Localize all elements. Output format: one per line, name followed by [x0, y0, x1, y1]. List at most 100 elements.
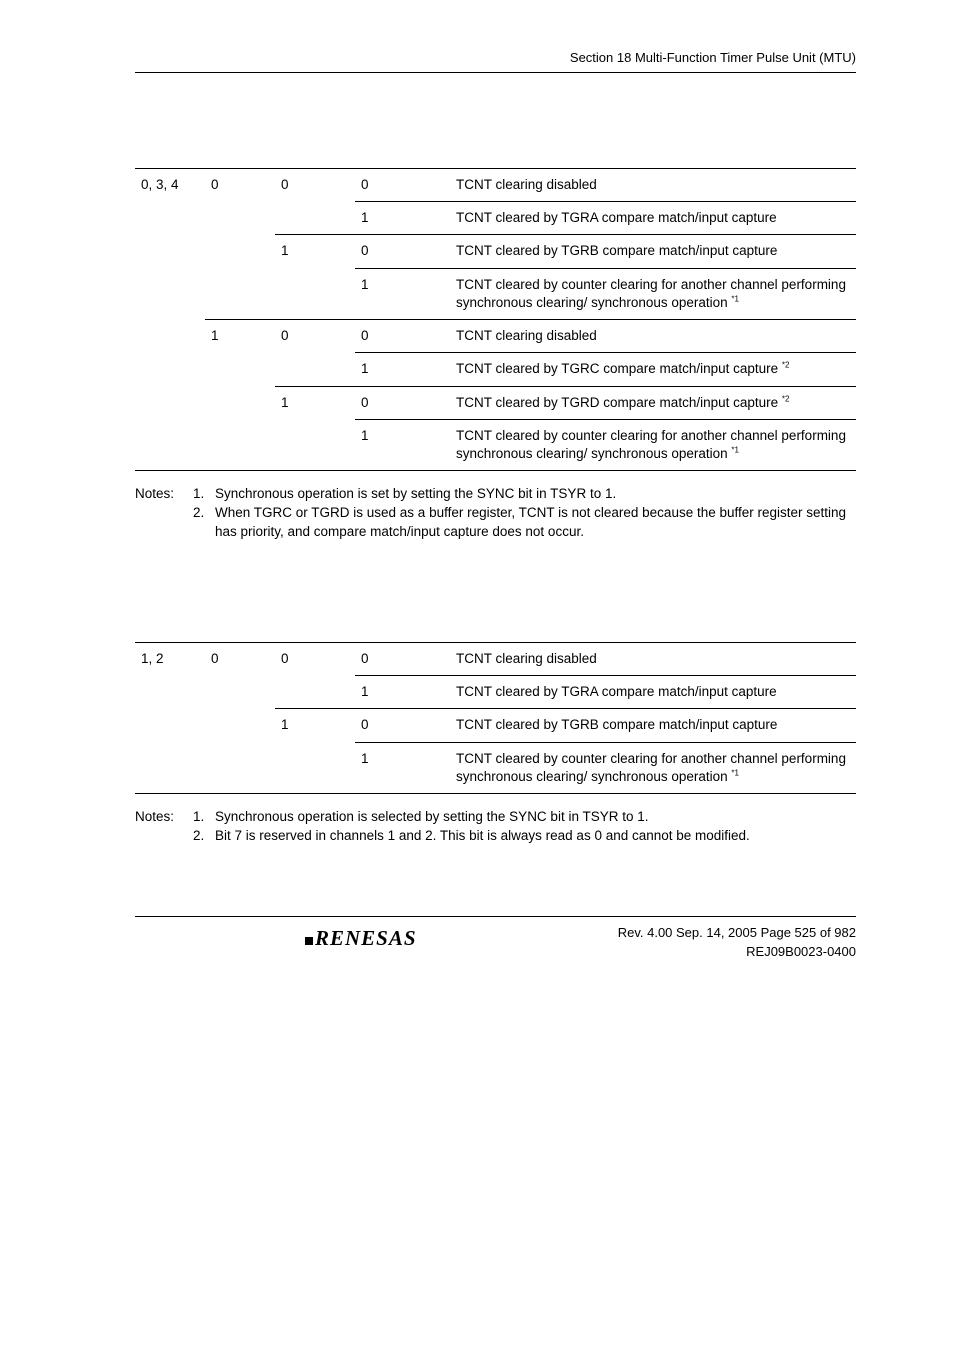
- cell-bit7: [205, 386, 275, 419]
- cell-bit6: [275, 202, 355, 235]
- table-row: 10TCNT cleared by TGRD compare match/inp…: [135, 386, 856, 419]
- cell-description: TCNT cleared by counter clearing for ano…: [450, 268, 856, 319]
- cell-bit5: 0: [355, 386, 450, 419]
- cell-description: TCNT clearing disabled: [450, 320, 856, 353]
- cell-channel: [135, 268, 205, 319]
- cell-bit7: 0: [205, 169, 275, 202]
- table-row: 1TCNT cleared by counter clearing for an…: [135, 268, 856, 319]
- table-row: 10TCNT cleared by TGRB compare match/inp…: [135, 709, 856, 742]
- note-label: Notes:: [135, 808, 193, 827]
- notes-1: Notes:1.Synchronous operation is set by …: [135, 485, 856, 542]
- table-row: 1TCNT cleared by TGRA compare match/inpu…: [135, 202, 856, 235]
- cell-bit6: [275, 742, 355, 793]
- footnote-marker: *1: [731, 445, 739, 454]
- note-number: 2.: [193, 504, 215, 542]
- note-label: [135, 504, 193, 542]
- table-2: 1, 2000TCNT clearing disabled1TCNT clear…: [135, 642, 856, 794]
- cell-bit5: 0: [355, 169, 450, 202]
- cell-bit5: 1: [355, 353, 450, 386]
- cell-channel: [135, 742, 205, 793]
- cell-bit7: [205, 742, 275, 793]
- cell-bit7: [205, 676, 275, 709]
- cell-description: TCNT cleared by TGRB compare match/input…: [450, 235, 856, 268]
- footer-doc-number: REJ09B0023-0400: [618, 942, 856, 962]
- cell-bit6: 1: [275, 235, 355, 268]
- cell-description: TCNT cleared by TGRA compare match/input…: [450, 202, 856, 235]
- cell-bit5: 1: [355, 419, 450, 470]
- footer-rev-line: Rev. 4.00 Sep. 14, 2005 Page 525 of 982: [618, 923, 856, 943]
- table-row: 10TCNT cleared by TGRB compare match/inp…: [135, 235, 856, 268]
- footnote-marker: *1: [731, 294, 739, 303]
- table-row: 1, 2000TCNT clearing disabled: [135, 642, 856, 675]
- cell-channel: 0, 3, 4: [135, 169, 205, 202]
- cell-channel: [135, 386, 205, 419]
- cell-bit6: 0: [275, 169, 355, 202]
- note-number: 1.: [193, 485, 215, 504]
- cell-description: TCNT cleared by counter clearing for ano…: [450, 742, 856, 793]
- note-number: 1.: [193, 808, 215, 827]
- table-row: 1TCNT cleared by counter clearing for an…: [135, 419, 856, 470]
- cell-description: TCNT cleared by counter clearing for ano…: [450, 419, 856, 470]
- footnote-marker: *1: [731, 768, 739, 777]
- cell-channel: [135, 235, 205, 268]
- note-text: Synchronous operation is selected by set…: [215, 808, 856, 827]
- cell-bit7: [205, 353, 275, 386]
- note-text: When TGRC or TGRD is used as a buffer re…: [215, 504, 856, 542]
- notes-2: Notes:1.Synchronous operation is selecte…: [135, 808, 856, 846]
- cell-bit7: [205, 709, 275, 742]
- note-row: Notes:1.Synchronous operation is set by …: [135, 485, 856, 504]
- cell-channel: [135, 353, 205, 386]
- note-text: Bit 7 is reserved in channels 1 and 2. T…: [215, 827, 856, 846]
- cell-bit6: [275, 268, 355, 319]
- table-row: 1TCNT cleared by TGRA compare match/inpu…: [135, 676, 856, 709]
- cell-bit5: 1: [355, 742, 450, 793]
- footnote-marker: *2: [782, 394, 790, 403]
- renesas-logo: RENESAS: [135, 923, 417, 951]
- logo-text: RENESAS: [315, 926, 417, 951]
- cell-bit5: 0: [355, 320, 450, 353]
- cell-bit5: 1: [355, 676, 450, 709]
- cell-channel: 1, 2: [135, 642, 205, 675]
- cell-bit7: [205, 419, 275, 470]
- footnote-marker: *2: [782, 361, 790, 370]
- note-label: Notes:: [135, 485, 193, 504]
- cell-bit5: 1: [355, 268, 450, 319]
- note-number: 2.: [193, 827, 215, 846]
- cell-bit6: 0: [275, 642, 355, 675]
- cell-bit6: [275, 676, 355, 709]
- cell-bit7: [205, 268, 275, 319]
- table-row: 0, 3, 4000TCNT clearing disabled: [135, 169, 856, 202]
- cell-bit6: [275, 353, 355, 386]
- table-1: 0, 3, 4000TCNT clearing disabled1TCNT cl…: [135, 168, 856, 471]
- logo-dot-icon: [305, 937, 313, 945]
- running-header: Section 18 Multi-Function Timer Pulse Un…: [135, 50, 856, 73]
- cell-bit6: [275, 419, 355, 470]
- cell-bit5: 0: [355, 709, 450, 742]
- cell-bit5: 0: [355, 235, 450, 268]
- cell-bit6: 1: [275, 386, 355, 419]
- cell-channel: [135, 419, 205, 470]
- cell-bit5: 0: [355, 642, 450, 675]
- cell-bit6: 0: [275, 320, 355, 353]
- cell-channel: [135, 320, 205, 353]
- cell-description: TCNT cleared by TGRC compare match/input…: [450, 353, 856, 386]
- cell-bit7: [205, 235, 275, 268]
- cell-channel: [135, 709, 205, 742]
- cell-description: TCNT clearing disabled: [450, 169, 856, 202]
- cell-bit7: 1: [205, 320, 275, 353]
- cell-channel: [135, 676, 205, 709]
- page-footer: RENESAS Rev. 4.00 Sep. 14, 2005 Page 525…: [135, 916, 856, 962]
- cell-bit6: 1: [275, 709, 355, 742]
- cell-description: TCNT clearing disabled: [450, 642, 856, 675]
- note-row: 2.When TGRC or TGRD is used as a buffer …: [135, 504, 856, 542]
- cell-channel: [135, 202, 205, 235]
- cell-description: TCNT cleared by TGRD compare match/input…: [450, 386, 856, 419]
- table-row: 100TCNT clearing disabled: [135, 320, 856, 353]
- note-row: Notes:1.Synchronous operation is selecte…: [135, 808, 856, 827]
- cell-bit7: 0: [205, 642, 275, 675]
- note-text: Synchronous operation is set by setting …: [215, 485, 856, 504]
- table-row: 1TCNT cleared by counter clearing for an…: [135, 742, 856, 793]
- note-label: [135, 827, 193, 846]
- cell-bit5: 1: [355, 202, 450, 235]
- cell-bit7: [205, 202, 275, 235]
